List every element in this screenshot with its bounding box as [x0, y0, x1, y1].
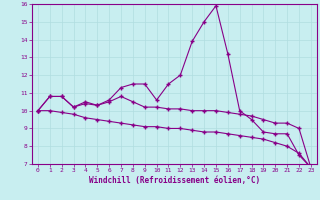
X-axis label: Windchill (Refroidissement éolien,°C): Windchill (Refroidissement éolien,°C)	[89, 176, 260, 185]
